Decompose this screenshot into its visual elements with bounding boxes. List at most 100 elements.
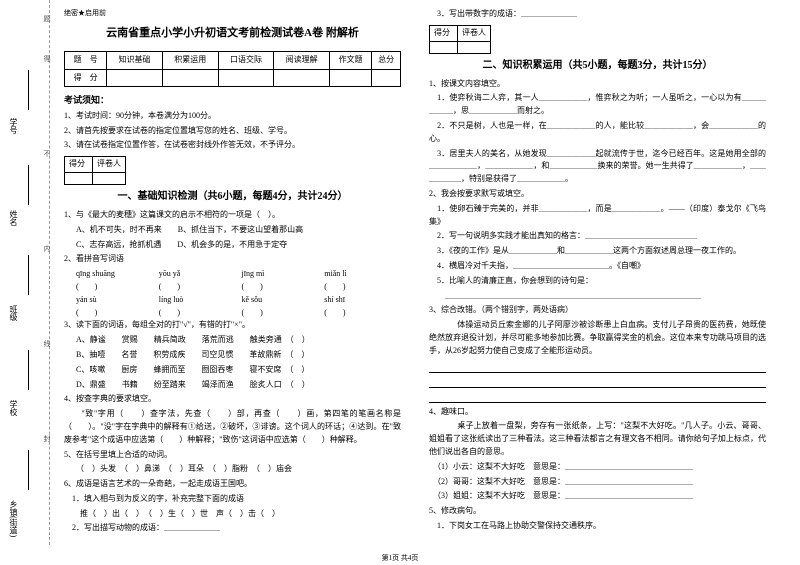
question: 1、按课文内容填空。 — [429, 78, 766, 91]
question: 3、综合改错。（两个错别字，两处语病） — [429, 304, 766, 317]
blank[interactable]: ( ) — [324, 281, 401, 294]
binding-field — [28, 165, 29, 205]
score-header: 作文题 — [330, 51, 372, 69]
sub-question: （3）姐姐：这梨不大好吃 意思是：＿＿＿＿＿＿＿＿＿＿＿＿＿＿＿＿ — [429, 490, 766, 503]
score-cell[interactable] — [218, 69, 274, 87]
fill-blank: 1．使弈秋诲二人弈，其一人＿＿＿＿＿＿，惟弈秋之为听；一人虽听之，一心以为有＿＿… — [429, 92, 766, 118]
question-text: "致"字用（ ）查字法，先查（ ）部，再查（ ）画，第四笔的笔画名称是（ ）。"… — [64, 408, 401, 446]
blank[interactable]: ( ) — [76, 281, 153, 294]
option: A、机不可失，时不再来 B、抓住当下，不要这山望着那山高 — [64, 224, 401, 237]
blank[interactable]: ( ) — [242, 307, 319, 320]
sub-question: （1）小云：这梨不大好吃 意思是：＿＿＿＿＿＿＿＿＿＿＿＿＿＿＿＿ — [429, 461, 766, 474]
pinyin: shí shī — [324, 294, 401, 307]
pinyin: líng luò — [159, 294, 236, 307]
sub-question: （2）哥哥：这梨不大好吃 意思是：＿＿＿＿＿＿＿＿＿＿＿＿＿＿＿＿ — [429, 476, 766, 489]
score-cell[interactable] — [372, 69, 401, 87]
seal-mark: 得 — [42, 55, 52, 62]
right-column: 3．写出带数字的成语：＿＿＿＿＿＿＿ 得分评卷人 二、知识积累运用（共5小题，每… — [415, 0, 780, 545]
fill-blank: 3．居里夫人的美名，从她发现＿＿＿＿＿＿起就流传于世，迄今已经百年。这是她用全部… — [429, 148, 766, 186]
answer-line[interactable] — [429, 391, 766, 403]
question: 5、在括号里填上合适的动词。 — [64, 449, 401, 462]
page-footer: 第1页 共4页 — [0, 553, 800, 563]
page-container: 乡镇(街道) 封 学校 线 班级 内 姓名 不 学号 得 题 绝密★启用前 云南… — [0, 0, 800, 545]
option: B、抽噎 名誉 积劳成疾 司空见惯 革故鼎新 （ ） — [64, 349, 401, 362]
sub-question: 1．下岗女工在马路上协助交警保持交通秩序。 — [429, 520, 766, 533]
fill-blank: 1．使卵石臻于完美的，并非＿＿＿＿＿＿，而是＿＿＿＿＿＿。——（印度）泰戈尔《飞… — [429, 203, 766, 229]
table-row: 得 分 — [65, 69, 401, 87]
score-cell[interactable] — [458, 41, 491, 53]
small-score-h: 评卷人 — [458, 25, 491, 41]
small-score-h: 得分 — [430, 25, 458, 41]
main-title: 云南省重点小学小升初语文考前检测试卷A卷 附解析 — [64, 25, 401, 43]
option: （ ）头发 （ ）鼻涕 （ ）耳朵 （ ）脂粉 （ ）庙会 — [64, 463, 401, 476]
question: 3、读下面的词语，每组全对的打"√"，有错的打"×"。 — [64, 319, 401, 332]
binding-field — [28, 350, 29, 390]
main-score-table: 题 号 知识基础 积累运用 口语交际 阅读理解 作文题 总分 得 分 — [64, 51, 401, 88]
score-cell[interactable] — [430, 41, 458, 53]
blank[interactable]: ( ) — [159, 307, 236, 320]
question: 4、趣味口。 — [429, 406, 766, 419]
pinyin-row: yán sù líng luò kě sǒu shí shī — [76, 294, 401, 307]
score-header: 口语交际 — [218, 51, 274, 69]
question: 2、看拼音写词语 — [64, 253, 401, 266]
score-header: 题 号 — [65, 51, 107, 69]
binding-label-class: 班级 — [8, 305, 19, 321]
passage: 桌子上放着一盘梨，旁存有一张纸条，上写："这梨不大好吃。"几人子。小云、哥哥、姐… — [429, 420, 766, 458]
answer-line[interactable] — [429, 361, 766, 373]
binding-field — [28, 450, 29, 490]
small-score-h: 评卷人 — [93, 157, 126, 173]
seal-mark: 不 — [42, 150, 52, 157]
option: C、咳嗽 厨房 蜂拥而至 囫囵吞枣 寝不安席 （ ） — [64, 364, 401, 377]
question: 4、按查字典的要求填空。 — [64, 393, 401, 406]
question: 5、修改病句。 — [429, 505, 766, 518]
seal-mark: 线 — [42, 340, 52, 347]
fill-blank: ＿＿＿＿＿＿＿＿＿＿＿＿＿＿＿＿＿＿＿＿＿＿＿＿＿＿＿＿＿＿＿＿ — [429, 290, 766, 303]
notice-item: 1、考试时间：90分钟，本卷满分为100分。 — [64, 110, 401, 123]
question: 2、我会按要求默写或填空。 — [429, 188, 766, 201]
score-cell[interactable] — [162, 69, 218, 87]
fill-blank: 2．不只是树，人也是一样，在＿＿＿＿＿＿的人，能比较＿＿＿＿＿＿，会＿＿＿＿＿＿… — [429, 120, 766, 146]
pinyin: miǎn lì — [324, 268, 401, 281]
sub-question: 2．写出描写动物的成语：＿＿＿＿＿＿＿ — [64, 522, 401, 535]
score-label: 得 分 — [65, 69, 107, 87]
score-cell[interactable] — [274, 69, 330, 87]
score-cell[interactable] — [93, 172, 126, 184]
pinyin: kě sǒu — [242, 294, 319, 307]
pinyin: jīng mì — [242, 268, 319, 281]
binding-label-name: 姓名 — [8, 210, 19, 226]
section-score-table: 得分评卷人 — [64, 156, 126, 185]
pinyin: qīng shuāng — [76, 268, 153, 281]
binding-label-township: 乡镇(街道) — [8, 500, 19, 537]
answer-line[interactable] — [429, 376, 766, 388]
score-header: 知识基础 — [107, 51, 163, 69]
binding-margin: 乡镇(街道) 封 学校 线 班级 内 姓名 不 学号 得 题 — [0, 0, 50, 545]
seal-mark: 封 — [42, 435, 52, 442]
section2-title: 二、知识积累运用（共5小题，每题3分，共计15分） — [429, 58, 766, 74]
blank[interactable]: ( ) — [242, 281, 319, 294]
blank[interactable]: ( ) — [159, 281, 236, 294]
pinyin: yán sù — [76, 294, 153, 307]
table-row: 题 号 知识基础 积累运用 口语交际 阅读理解 作文题 总分 — [65, 51, 401, 69]
option: D、鼎盛 书籍 纷至踏来 竭泽而渔 脍炙人口 （ ） — [64, 379, 401, 392]
sub-question: 推（ ）出（ ） （ ）生（ ）世 声（ ）击（ ） — [64, 508, 401, 521]
score-cell[interactable] — [107, 69, 163, 87]
blank[interactable]: ( ) — [324, 307, 401, 320]
fill-blank: 2．写一句说明多实践才能出真知的格言：＿＿＿＿＿＿＿＿＿＿＿＿＿＿ — [429, 230, 766, 243]
binding-field — [28, 70, 29, 110]
score-header: 阅读理解 — [274, 51, 330, 69]
question: 1、与《最大的麦穗》这篇课文的启示不相符的一项是（ ）。 — [64, 209, 401, 222]
score-header: 总分 — [372, 51, 401, 69]
blank[interactable]: ( ) — [76, 307, 153, 320]
binding-field — [28, 255, 29, 295]
pinyin-row: qīng shuāng yōu yǎ jīng mì miǎn lì — [76, 268, 401, 281]
sub-question: 3．写出带数字的成语：＿＿＿＿＿＿＿ — [429, 8, 766, 21]
section1-title: 一、基础知识检测（共6小题，每题4分，共计24分） — [64, 189, 401, 205]
answer-row: ( ) ( ) ( ) ( ) — [76, 307, 401, 320]
score-cell[interactable] — [330, 69, 372, 87]
notice-heading: 考试须知： — [64, 93, 401, 107]
score-cell[interactable] — [65, 172, 93, 184]
option: A、静谧 赏赐 精兵简政 落荒而逃 触类旁通 （ ） — [64, 334, 401, 347]
left-column: 绝密★启用前 云南省重点小学小升初语文考前检测试卷A卷 附解析 题 号 知识基础… — [50, 0, 415, 545]
small-score-h: 得分 — [65, 157, 93, 173]
seal-mark: 内 — [42, 245, 52, 252]
